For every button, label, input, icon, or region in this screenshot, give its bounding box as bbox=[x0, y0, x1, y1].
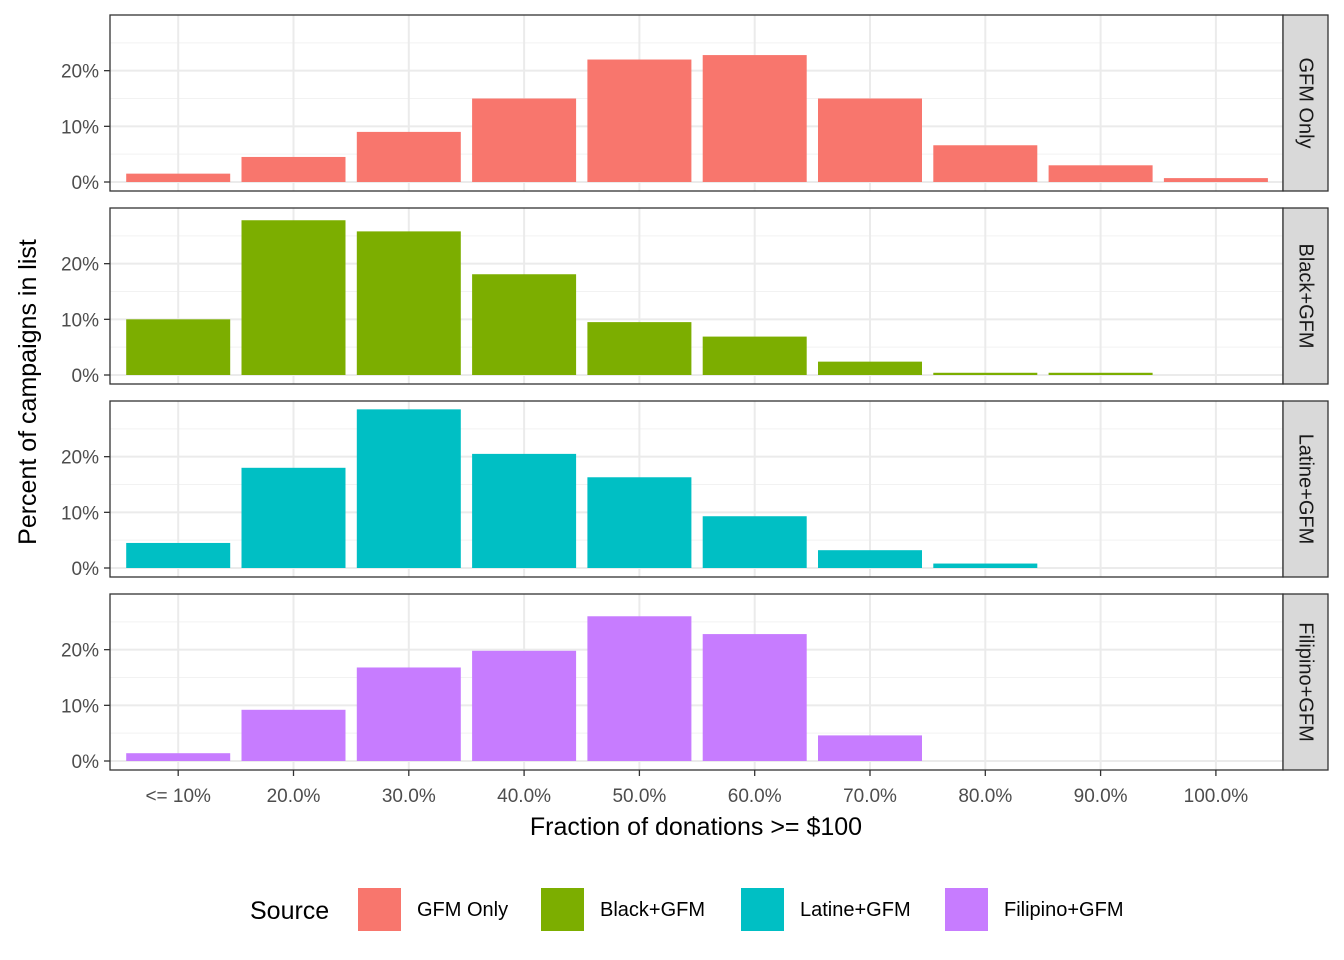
x-tick-label: 40.0% bbox=[497, 786, 551, 807]
bar-black-gfm-40-0 bbox=[472, 274, 577, 375]
y-tick-label: 20% bbox=[61, 255, 99, 276]
legend-label: Filipino+GFM bbox=[1004, 899, 1123, 921]
bar-filipino-gfm-40-0 bbox=[472, 650, 577, 761]
bar-black-gfm-50-0 bbox=[587, 322, 692, 375]
bar-black-gfm-70-0 bbox=[818, 361, 922, 375]
y-tick-label: 20% bbox=[61, 62, 99, 83]
facet-strip-label: Black+GFM bbox=[1295, 243, 1317, 348]
y-tick-label: 20% bbox=[61, 641, 99, 662]
bar-gfm-only-20-0 bbox=[241, 156, 346, 182]
bar-gfm-only-80-0 bbox=[933, 145, 1038, 182]
panel-gfm-only: 0% 10% 20% GFM Only bbox=[61, 14, 1329, 194]
x-tick-label: 50.0% bbox=[612, 786, 666, 807]
bar-gfm-only-60-0 bbox=[702, 55, 807, 182]
bar-gfm-only-40-0 bbox=[472, 98, 577, 182]
x-axis-title: Fraction of donations >= $100 bbox=[530, 813, 862, 841]
legend: Source GFM Only Black+GFM Latine+GFM Filipi… bbox=[250, 888, 1123, 931]
y-tick-label: 0% bbox=[72, 366, 100, 387]
bar-filipino-gfm-10 bbox=[126, 753, 231, 761]
facet-strip-gfm-only bbox=[1282, 14, 1329, 192]
panel-filipino-gfm: 0% 10% 20% Filipino+GFM bbox=[61, 593, 1329, 773]
bar-gfm-only-50-0 bbox=[587, 59, 692, 182]
y-tick-label: 20% bbox=[61, 448, 99, 469]
legend-item-black-gfm: Black+GFM bbox=[541, 888, 705, 931]
y-tick-label: 0% bbox=[72, 559, 100, 580]
y-tick-label: 0% bbox=[72, 752, 100, 773]
y-axis-title: Percent of campaigns in list bbox=[14, 239, 42, 545]
bar-gfm-only-70-0 bbox=[818, 98, 922, 182]
bar-black-gfm-20-0 bbox=[241, 220, 346, 375]
facet-strip-latine-gfm bbox=[1282, 400, 1329, 578]
bar-gfm-only-30-0 bbox=[356, 131, 461, 182]
facet-strip-label: Filipino+GFM bbox=[1295, 622, 1317, 741]
y-tick-label: 0% bbox=[72, 173, 100, 194]
facet-strip-black-gfm bbox=[1282, 207, 1329, 385]
x-tick-label: 80.0% bbox=[958, 786, 1012, 807]
legend-key bbox=[945, 888, 988, 931]
bar-filipino-gfm-70-0 bbox=[818, 735, 922, 761]
bar-filipino-gfm-60-0 bbox=[702, 634, 807, 761]
legend-key bbox=[541, 888, 584, 931]
bar-latine-gfm-80-0 bbox=[933, 563, 1038, 568]
bar-filipino-gfm-50-0 bbox=[587, 616, 692, 761]
legend-title: Source bbox=[250, 897, 329, 925]
facet-strip-label: GFM Only bbox=[1295, 57, 1317, 148]
x-tick-label: 100.0% bbox=[1184, 786, 1249, 807]
bar-gfm-only-100-0 bbox=[1163, 178, 1268, 182]
panel-latine-gfm: 0% 10% 20% Latine+GFM bbox=[61, 400, 1329, 580]
bar-gfm-only-90-0 bbox=[1048, 165, 1153, 182]
legend-key bbox=[741, 888, 784, 931]
x-tick-label: 20.0% bbox=[267, 786, 321, 807]
bar-latine-gfm-40-0 bbox=[472, 453, 577, 568]
legend-label: Latine+GFM bbox=[800, 899, 911, 921]
y-tick-label: 10% bbox=[61, 310, 99, 331]
facet-strip-filipino-gfm bbox=[1282, 593, 1329, 771]
bar-latine-gfm-60-0 bbox=[702, 516, 807, 568]
legend-item-latine-gfm: Latine+GFM bbox=[741, 888, 911, 931]
bar-black-gfm-30-0 bbox=[356, 231, 461, 375]
y-tick-label: 10% bbox=[61, 696, 99, 717]
x-tick-label: 60.0% bbox=[728, 786, 782, 807]
facet-strip-label: Latine+GFM bbox=[1295, 434, 1317, 545]
x-tick-label: 70.0% bbox=[843, 786, 897, 807]
x-tick-label: 30.0% bbox=[382, 786, 436, 807]
legend-item-gfm-only: GFM Only bbox=[358, 888, 508, 931]
bar-black-gfm-80-0 bbox=[933, 372, 1038, 375]
y-tick-label: 10% bbox=[61, 503, 99, 524]
bar-latine-gfm-70-0 bbox=[818, 550, 922, 568]
y-tick-label: 10% bbox=[61, 117, 99, 138]
x-axis: <= 10% 20.0% 30.0% 40.0% 50.0% 60.0% 70.0% 80.0… bbox=[145, 770, 1248, 807]
bar-latine-gfm-20-0 bbox=[241, 467, 346, 568]
bar-latine-gfm-10 bbox=[126, 542, 231, 568]
legend-item-filipino-gfm: Filipino+GFM bbox=[945, 888, 1123, 931]
bar-gfm-only-10 bbox=[126, 173, 231, 182]
bar-latine-gfm-30-0 bbox=[356, 409, 461, 568]
bar-filipino-gfm-20-0 bbox=[241, 709, 346, 761]
panel-black-gfm: 0% 10% 20% Black+GFM bbox=[61, 207, 1329, 387]
legend-key bbox=[358, 888, 401, 931]
x-tick-label: 90.0% bbox=[1074, 786, 1128, 807]
facet-panels: 0% 10% 20% GFM Only 0% 10% 20% Black+GFM 0% 10% 20… bbox=[61, 14, 1329, 773]
bar-black-gfm-90-0 bbox=[1048, 372, 1153, 375]
bar-filipino-gfm-30-0 bbox=[356, 667, 461, 761]
bar-latine-gfm-50-0 bbox=[587, 477, 692, 568]
x-tick-label: <= 10% bbox=[145, 786, 211, 807]
legend-label: GFM Only bbox=[417, 899, 508, 921]
bar-black-gfm-60-0 bbox=[702, 336, 807, 375]
legend-label: Black+GFM bbox=[600, 899, 705, 921]
bar-black-gfm-10 bbox=[126, 319, 231, 375]
